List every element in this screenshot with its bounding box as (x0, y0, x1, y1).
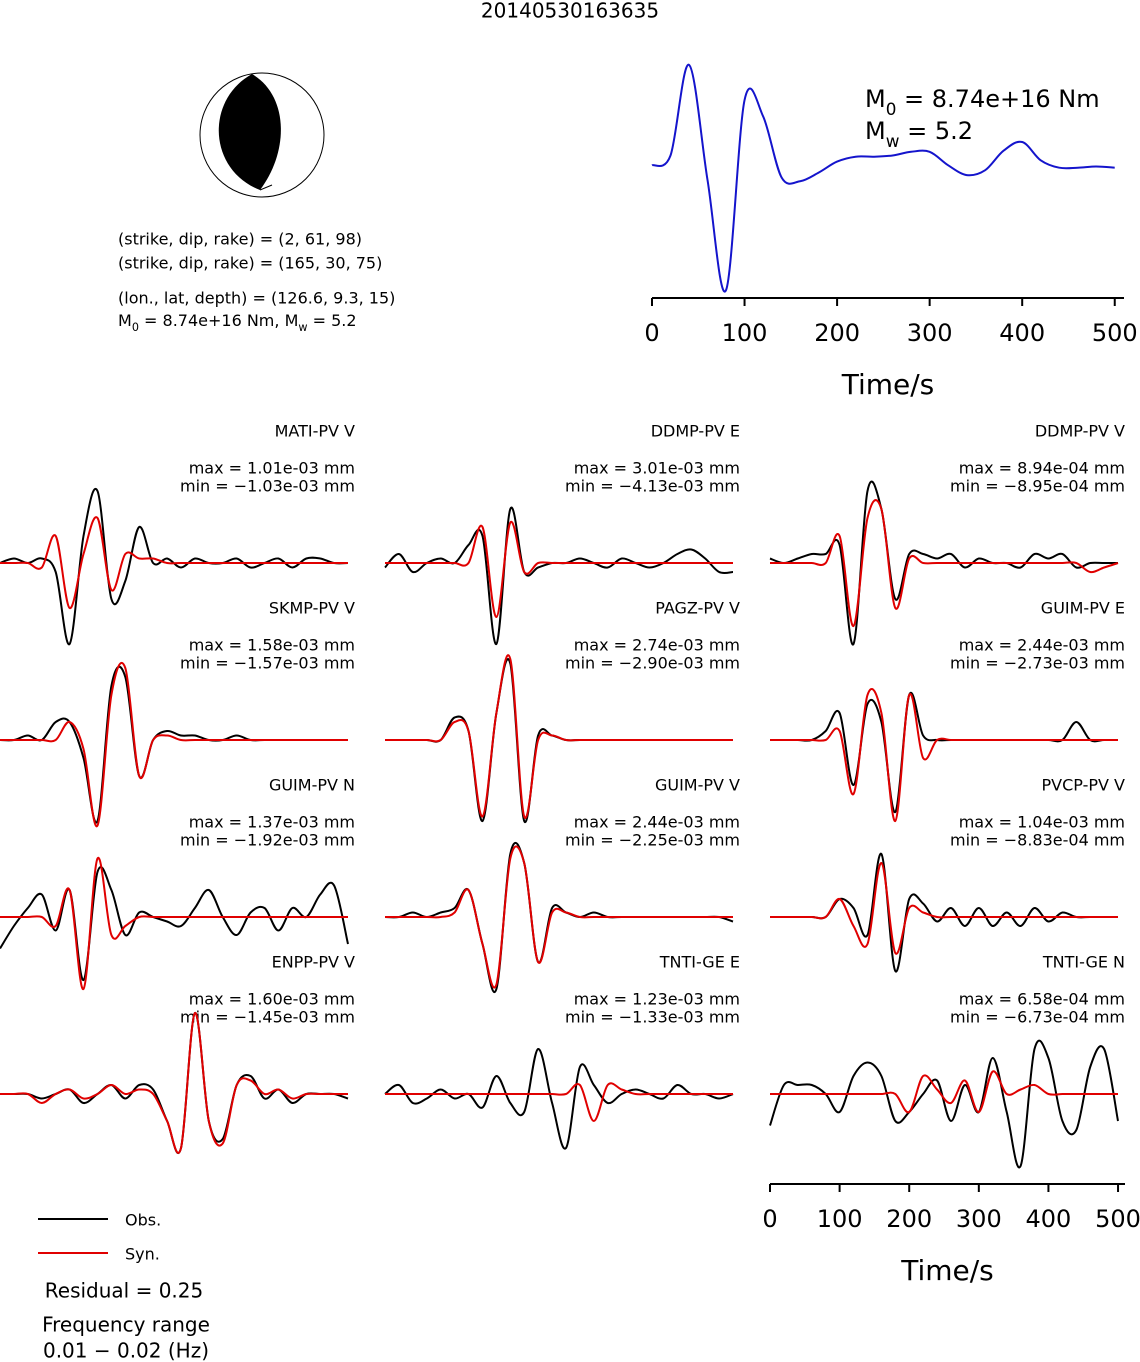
station-label: GUIM-PV E (1041, 599, 1125, 618)
annotation: max = 2.74e-03 mm (574, 636, 740, 655)
text-part: M (118, 311, 132, 330)
annotation: max = 1.37e-03 mm (189, 813, 355, 832)
station-label: DDMP-PV V (1035, 422, 1125, 441)
figure-title: 20140530163635 (481, 0, 659, 23)
annotation: Mw = 5.2 (865, 117, 973, 151)
station-label: PAGZ-PV V (655, 599, 740, 618)
waveform (770, 861, 1118, 955)
annotation: M0 = 8.74e+16 Nm (865, 85, 1100, 119)
annotation: max = 1.23e-03 mm (574, 990, 740, 1009)
annotation: min = −2.73e-03 mm (950, 654, 1125, 673)
x-axis-label: Time/s (841, 368, 935, 401)
waveform (385, 845, 733, 989)
annotation: max = 6.58e-04 mm (959, 990, 1125, 1009)
text-part: = 8.74e+16 Nm (896, 85, 1099, 113)
waveform (385, 1082, 733, 1123)
station-label: GUIM-PV N (269, 776, 355, 795)
legend-label: Syn. (125, 1245, 160, 1264)
x-axis-label: Time/s (900, 1254, 994, 1287)
subscript: 0 (132, 321, 139, 334)
station-label: SKMP-PV V (269, 599, 355, 618)
waveform (769, 480, 1118, 646)
text-part: M (865, 117, 886, 145)
x-tick-label: 200 (814, 319, 860, 347)
residual: Residual = 0.25 (45, 1279, 203, 1303)
annotation: max = 1.60e-03 mm (189, 990, 355, 1009)
x-tick-label: 0 (762, 1205, 777, 1233)
x-tick-label: 200 (886, 1205, 932, 1233)
waveform (769, 499, 1119, 628)
text-part: = 5.2 (308, 311, 357, 330)
station-label: TNTI-GE E (659, 953, 740, 972)
annotation: min = −2.25e-03 mm (565, 831, 740, 850)
annotation: max = 3.01e-03 mm (574, 459, 740, 478)
annotation: min = −2.90e-03 mm (565, 654, 740, 673)
annotation: min = −1.57e-03 mm (180, 654, 355, 673)
annotation: min = −1.45e-03 mm (180, 1008, 355, 1027)
waveform (0, 1011, 348, 1154)
subscript: 0 (886, 99, 897, 119)
annotation: min = −4.13e-03 mm (565, 477, 740, 496)
legend-label: Obs. (125, 1211, 161, 1230)
x-tick-label: 400 (1026, 1205, 1072, 1233)
station-label: MATI-PV V (275, 422, 355, 441)
waveform (384, 506, 734, 646)
waveform (0, 857, 348, 991)
subscript: w (886, 131, 900, 151)
x-tick-label: 400 (999, 319, 1045, 347)
waveform (384, 521, 733, 619)
annotation: min = −6.73e-04 mm (950, 1008, 1125, 1027)
waveform (769, 1039, 1119, 1169)
annotation: max = 1.58e-03 mm (189, 636, 355, 655)
waveform (0, 661, 348, 828)
waveform (384, 1047, 734, 1150)
annotation: max = 2.44e-03 mm (574, 813, 740, 832)
frequency-range: 0.01 − 0.02 (Hz) (43, 1339, 209, 1362)
annotation: min = −8.83e-04 mm (950, 831, 1125, 850)
x-tick-label: 300 (956, 1205, 1002, 1233)
annotation: min = −1.03e-03 mm (180, 477, 355, 496)
info-line: (strike, dip, rake) = (165, 30, 75) (118, 254, 382, 273)
beachball (199, 72, 325, 198)
waveform (384, 654, 733, 820)
annotation: max = 1.01e-03 mm (189, 459, 355, 478)
x-tick-label: 300 (907, 319, 953, 347)
waveform (0, 487, 349, 646)
text-part: = 5.2 (899, 117, 973, 145)
x-tick-label: 500 (1095, 1205, 1140, 1233)
station-label: DDMP-PV E (651, 422, 740, 441)
frequency-label: Frequency range (42, 1313, 210, 1337)
annotation: max = 2.44e-03 mm (959, 636, 1125, 655)
station-label: TNTI-GE N (1042, 953, 1125, 972)
moment-line: M0 = 8.74e+16 Nm, Mw = 5.2 (118, 311, 357, 334)
station-label: GUIM-PV V (655, 776, 740, 795)
text-part: = 8.74e+16 Nm, M (139, 311, 298, 330)
annotation: min = −8.95e-04 mm (950, 477, 1125, 496)
info-line: (strike, dip, rake) = (2, 61, 98) (118, 230, 362, 249)
subscript: w (298, 321, 307, 334)
x-tick-label: 500 (1092, 319, 1138, 347)
waveform (651, 63, 1115, 293)
waveform (0, 1011, 349, 1154)
waveform (0, 516, 348, 610)
text-part: M (865, 85, 886, 113)
waveform (0, 866, 349, 982)
station-label: ENPP-PV V (272, 953, 355, 972)
annotation: min = −1.33e-03 mm (565, 1008, 740, 1027)
station-label: PVCP-PV V (1042, 776, 1126, 795)
info-line: (lon., lat, depth) = (126.6, 9.3, 15) (118, 289, 395, 308)
waveform (769, 688, 1118, 823)
waveform (770, 1070, 1118, 1114)
annotation: max = 1.04e-03 mm (959, 813, 1125, 832)
x-tick-label: 100 (817, 1205, 863, 1233)
x-tick-label: 0 (644, 319, 659, 347)
annotation: min = −1.92e-03 mm (180, 831, 355, 850)
annotation: max = 8.94e-04 mm (959, 459, 1125, 478)
x-tick-label: 100 (722, 319, 768, 347)
waveform (0, 665, 348, 824)
